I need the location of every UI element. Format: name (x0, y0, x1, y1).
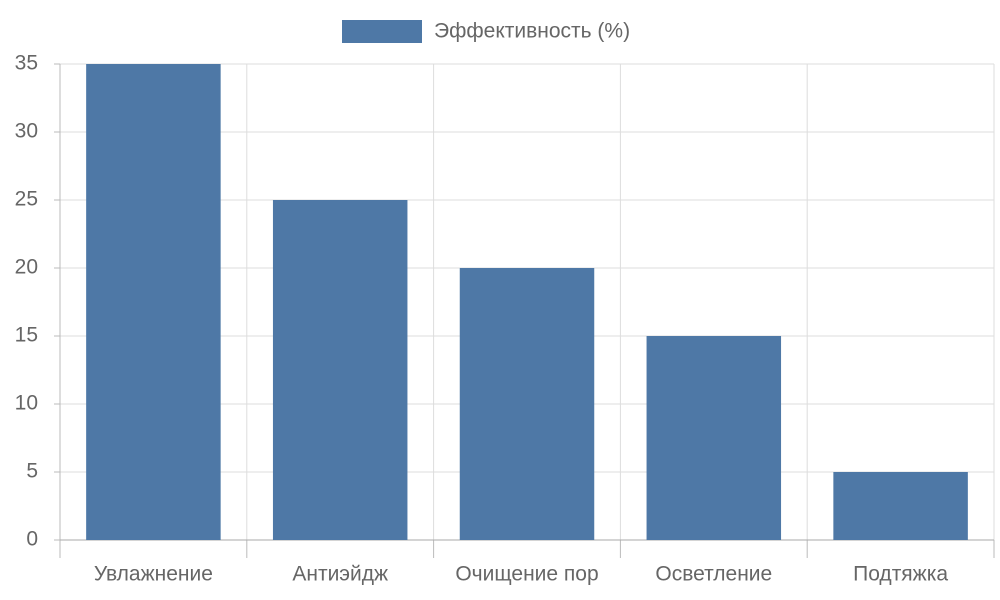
x-tick-label: Осветление (655, 563, 772, 586)
x-tick-label: Увлажнение (94, 563, 213, 586)
y-tick-label: 5 (26, 460, 38, 483)
bar (833, 472, 968, 540)
y-tick-label: 35 (15, 52, 38, 75)
legend-label: Эффективность (%) (434, 20, 630, 43)
y-tick-label: 10 (15, 392, 38, 415)
bar (646, 336, 782, 540)
y-tick-label: 15 (15, 324, 38, 347)
y-tick-label: 25 (15, 188, 38, 211)
y-tick-label: 0 (26, 528, 38, 551)
legend-swatch (342, 20, 422, 43)
x-tick-label: Очищение пор (455, 563, 598, 586)
bar (272, 200, 408, 540)
bar (86, 64, 221, 540)
bar (459, 268, 595, 540)
y-tick-label: 20 (15, 256, 38, 279)
y-tick-label: 30 (15, 120, 38, 143)
x-tick-label: Антиэйдж (292, 563, 388, 586)
x-tick-label: Подтяжка (853, 563, 948, 586)
